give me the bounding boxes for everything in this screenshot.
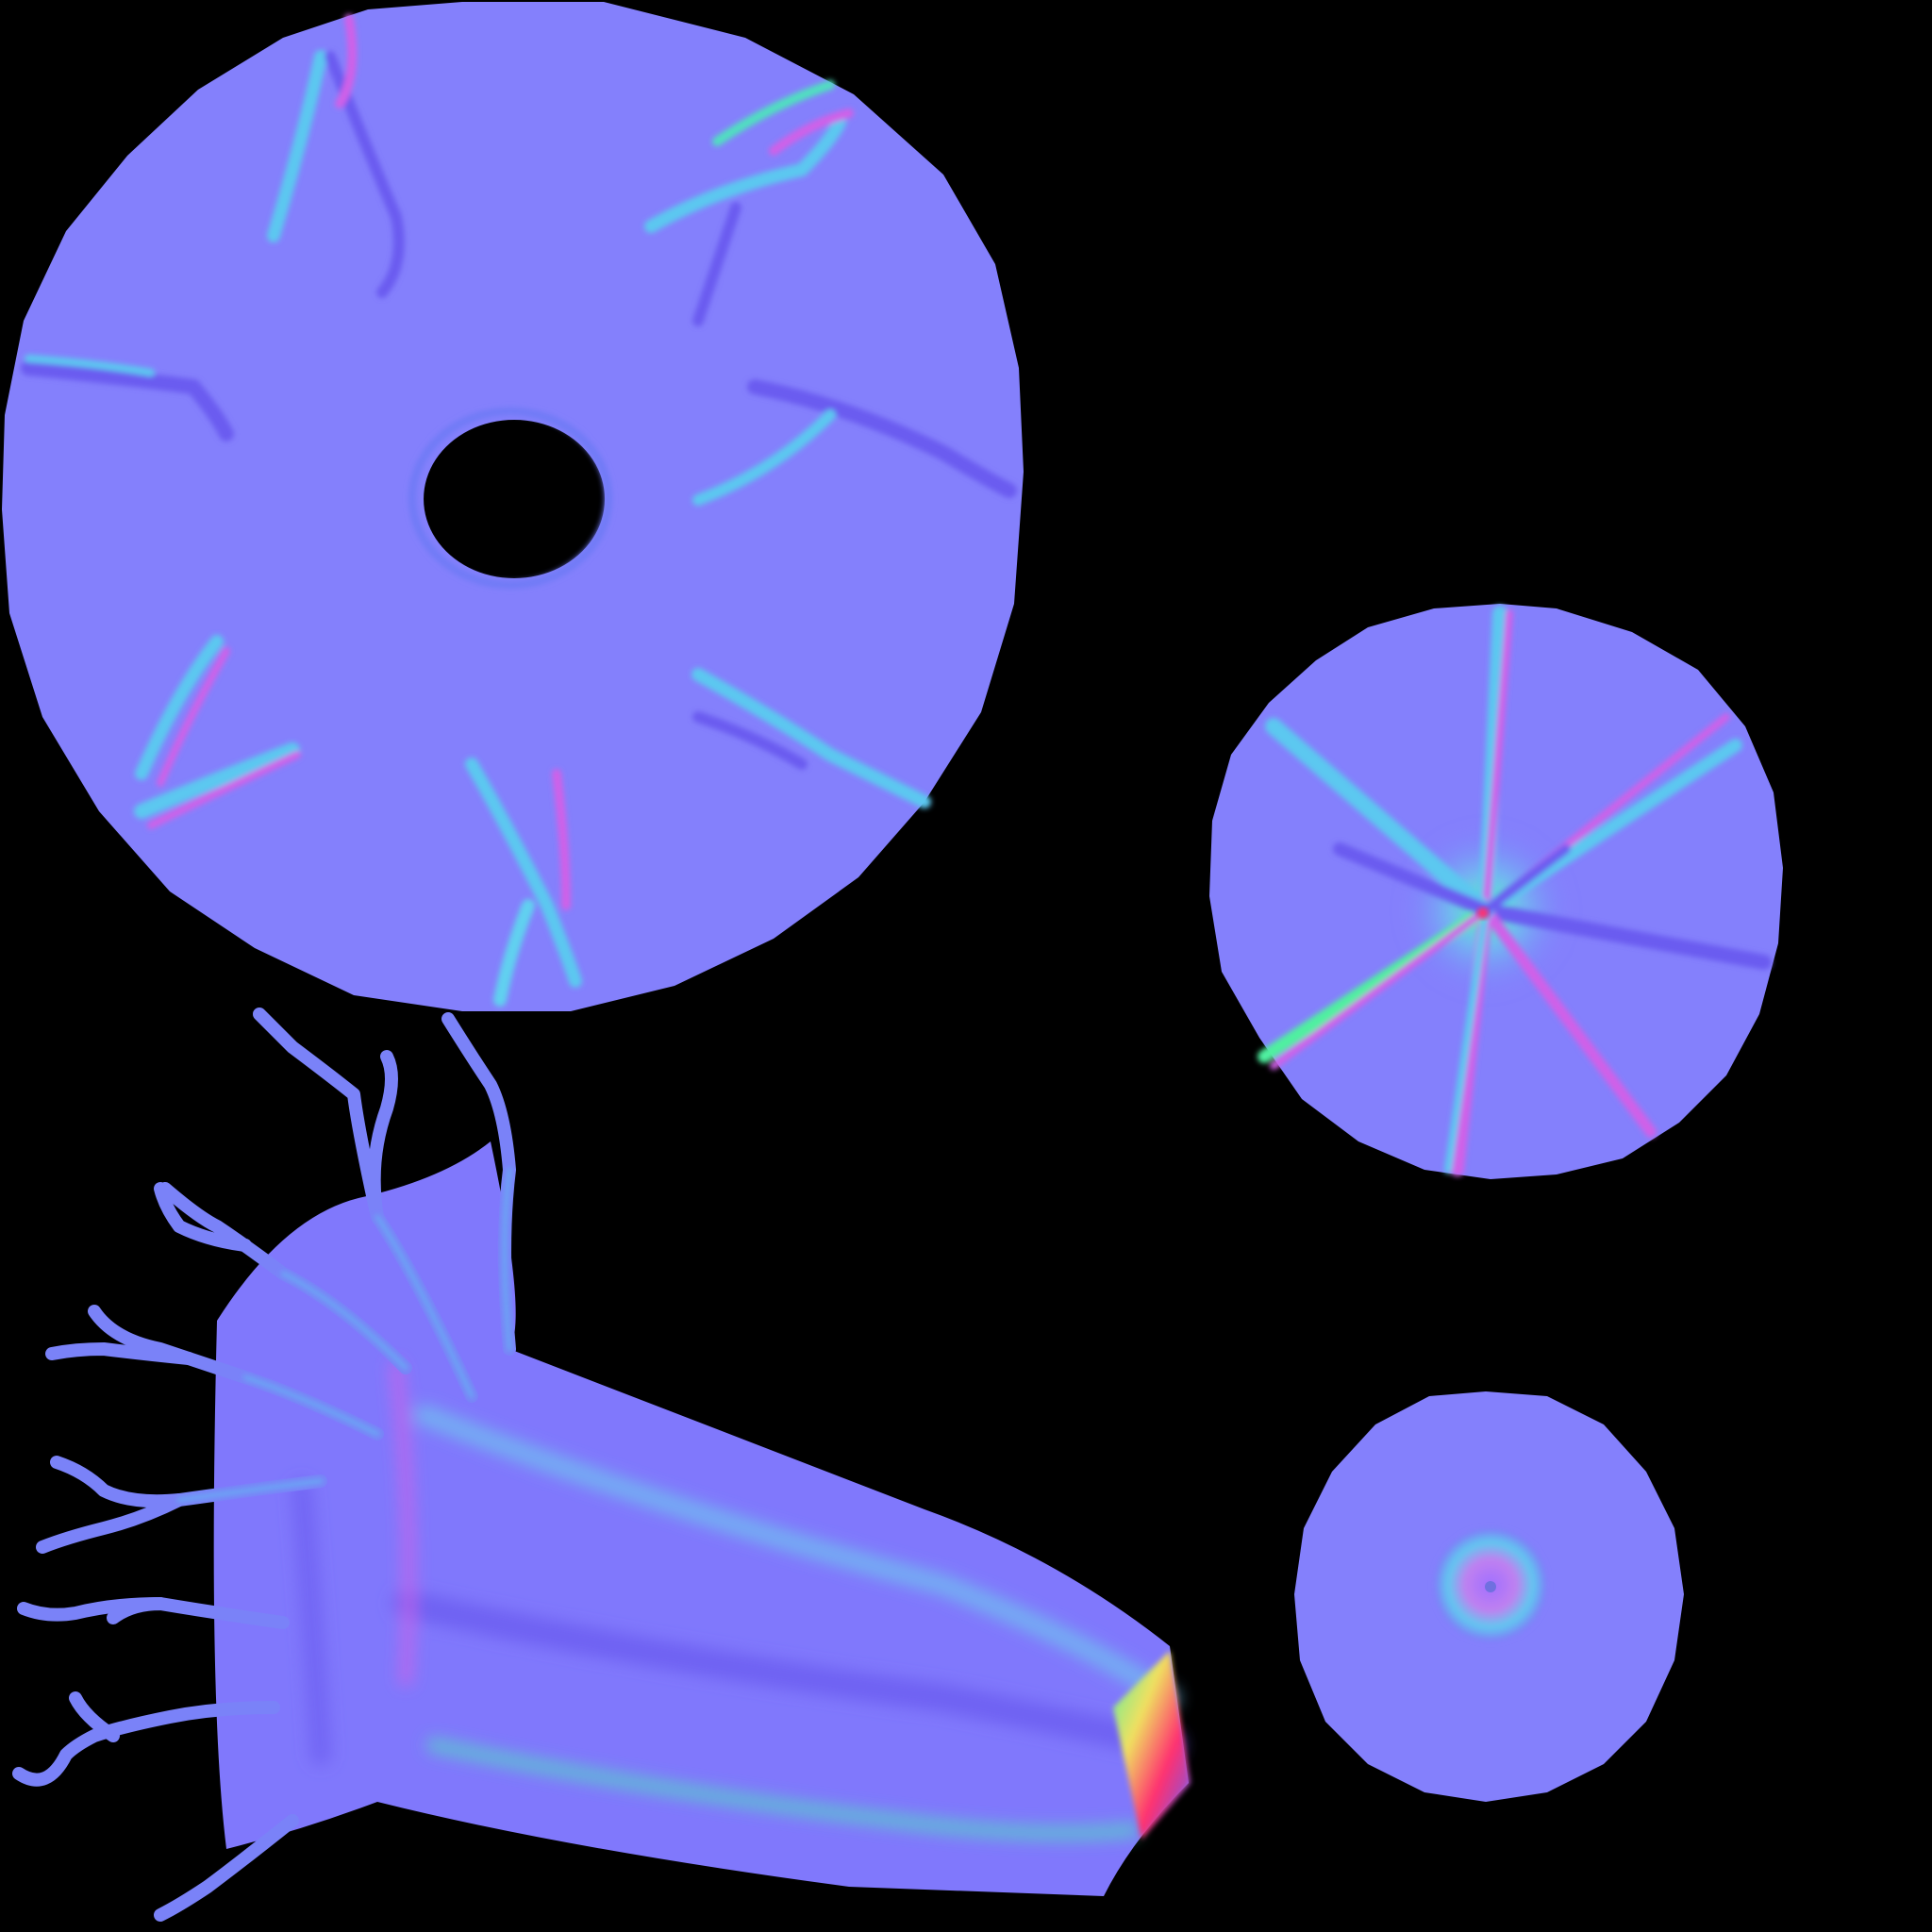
medium-disc-with-veins [1209,604,1783,1179]
large-disc-with-hole [2,2,1024,1011]
small-disc-with-dimple [1294,1391,1684,1802]
tentacle-body-with-branches [12,1008,1191,1922]
